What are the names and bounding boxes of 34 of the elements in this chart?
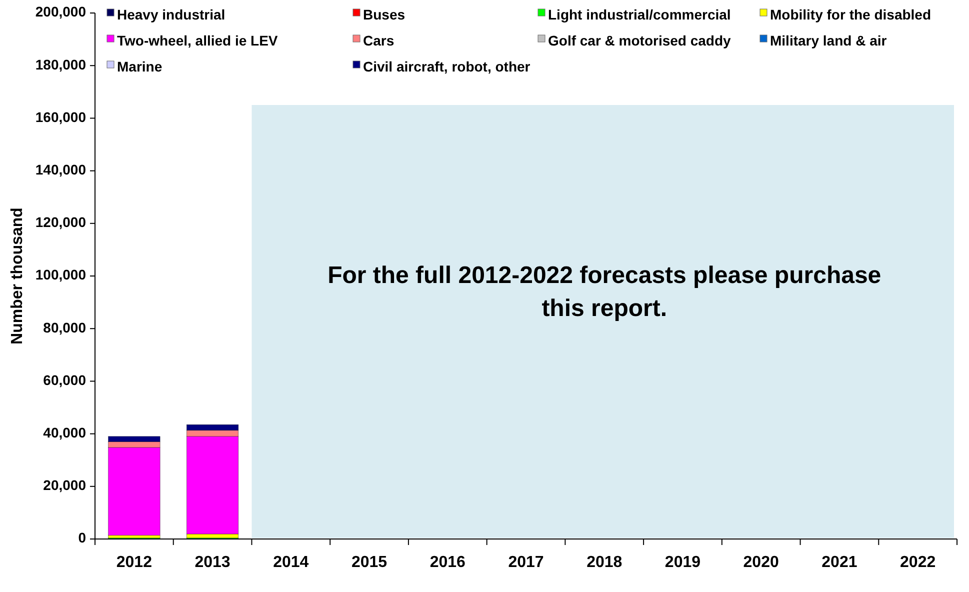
x-tick-label: 2019 <box>664 554 701 571</box>
x-tick-label: 2020 <box>743 554 779 571</box>
legend-label: Civil aircraft, robot, other <box>363 58 531 75</box>
y-tick-label: 200,000 <box>35 4 86 20</box>
y-axis-title: Number thousand <box>9 208 26 344</box>
annotation: For the full 2012-2022 forecasts please purchase this report. <box>328 262 882 322</box>
x-tick-label: 2014 <box>273 554 309 571</box>
y-tick-label: 160,000 <box>35 108 86 125</box>
legend-label: Mobility for the disabled <box>770 6 932 23</box>
legend-label: Cars <box>363 32 394 49</box>
legend-label: Light industrial/commercial <box>548 6 731 23</box>
legend-label: Golf car & motorised caddy <box>548 32 732 49</box>
x-tick-label: 2017 <box>508 554 544 571</box>
legend-label: Two-wheel, allied ie LEV <box>117 32 278 49</box>
x-tick-label: 2013 <box>194 554 230 571</box>
x-tick-label: 2018 <box>586 554 622 571</box>
y-tick-label: 140,000 <box>35 162 86 178</box>
y-tick-label: 20,000 <box>43 477 86 494</box>
legend-label: Buses <box>363 6 406 23</box>
x-tick-label: 2021 <box>822 554 858 571</box>
y-tick-label: 60,000 <box>43 372 86 388</box>
x-tick-label: 2022 <box>900 554 936 571</box>
y-tick-label: 0 <box>78 530 86 546</box>
x-tick-label: 2016 <box>430 554 466 571</box>
y-tick-label: 100,000 <box>35 266 86 283</box>
y-tick-label: 180,000 <box>35 56 86 72</box>
x-tick-label: 2015 <box>351 554 388 571</box>
y-tick-label: 120,000 <box>35 214 86 230</box>
legend-label: Heavy industrial <box>117 6 226 23</box>
legend-label: Military land & air <box>770 32 888 49</box>
legend-label: Marine <box>117 58 162 75</box>
x-tick-label: 2012 <box>116 554 152 571</box>
y-tick-label: 80,000 <box>43 319 86 336</box>
y-tick-label: 40,000 <box>43 424 86 441</box>
